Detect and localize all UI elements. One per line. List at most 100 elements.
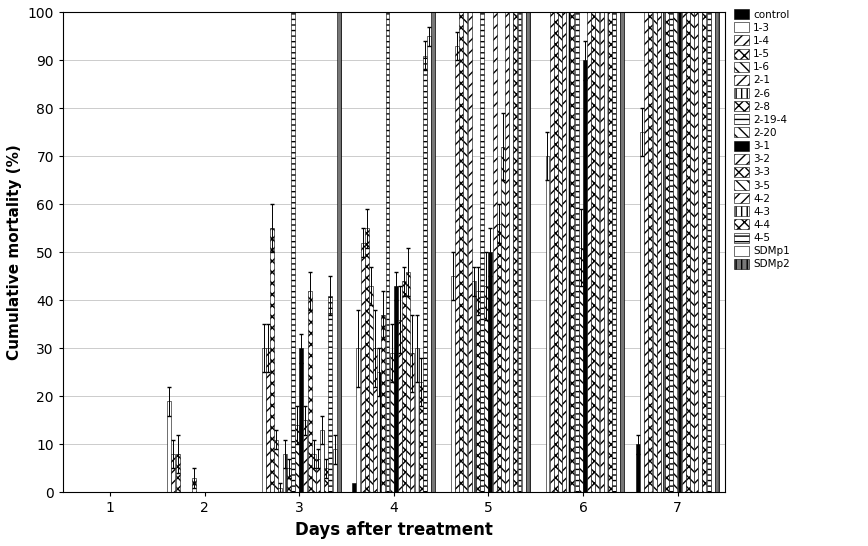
Bar [604, 13, 608, 492]
Bar [381, 315, 385, 492]
Bar [715, 13, 719, 492]
Y-axis label: Cumulative mortality (%): Cumulative mortality (%) [7, 145, 22, 360]
Bar [484, 286, 488, 492]
Bar [394, 286, 398, 492]
Bar [621, 13, 624, 492]
Bar [415, 348, 418, 492]
Bar [369, 286, 373, 492]
Bar [299, 348, 303, 492]
Bar [451, 276, 455, 492]
Bar [398, 319, 402, 492]
Bar [595, 13, 600, 492]
Bar [522, 13, 526, 492]
Bar [365, 228, 369, 492]
Bar [427, 37, 431, 492]
Bar [648, 13, 653, 492]
Bar [283, 454, 286, 492]
Bar [505, 13, 509, 492]
Bar [373, 348, 377, 492]
Bar [431, 13, 435, 492]
Bar [616, 13, 621, 492]
Bar [332, 449, 337, 492]
Bar [575, 13, 579, 492]
Bar [390, 353, 394, 492]
Bar [418, 382, 423, 492]
Bar [669, 13, 674, 492]
Bar [352, 483, 356, 492]
Bar [172, 454, 175, 492]
Bar [526, 13, 529, 492]
Bar [612, 13, 616, 492]
Bar [549, 13, 554, 492]
Bar [510, 13, 513, 492]
Bar [471, 281, 476, 492]
Bar [411, 353, 414, 492]
Bar [570, 13, 575, 492]
Bar [558, 13, 562, 492]
Bar [681, 13, 686, 492]
Bar [674, 13, 677, 492]
Bar [480, 13, 484, 492]
Bar [360, 243, 365, 492]
Bar [378, 372, 381, 492]
Bar [513, 13, 517, 492]
Bar [562, 13, 566, 492]
Bar [554, 13, 558, 492]
Bar [270, 228, 274, 492]
Bar [274, 440, 279, 492]
Bar [587, 13, 591, 492]
Bar [312, 454, 316, 492]
Bar [657, 13, 661, 492]
Bar [665, 13, 669, 492]
Bar [579, 248, 582, 492]
Bar [492, 13, 496, 492]
Bar [566, 13, 570, 492]
Bar [316, 459, 320, 492]
Bar [328, 296, 332, 492]
Bar [711, 13, 714, 492]
Bar [279, 488, 282, 492]
Bar [644, 13, 648, 492]
Bar [423, 56, 427, 492]
Bar [583, 61, 587, 492]
Bar [653, 13, 656, 492]
Bar [476, 291, 480, 492]
Bar [357, 348, 360, 492]
Bar [690, 13, 694, 492]
Bar [608, 13, 612, 492]
Bar [385, 13, 390, 492]
Bar [402, 281, 406, 492]
Bar [192, 478, 196, 492]
Bar [496, 224, 501, 492]
Legend: control, 1-3, 1-4, 1-5, 1-6, 2-1, 2-6, 2-8, 2-19-4, 2-20, 3-1, 3-2, 3-3, 3-5, 4-: control, 1-3, 1-4, 1-5, 1-6, 2-1, 2-6, 2… [733, 8, 791, 270]
Bar [636, 444, 640, 492]
Bar [661, 13, 665, 492]
Bar [406, 272, 411, 492]
Bar [304, 420, 307, 492]
Bar [464, 13, 467, 492]
Bar [455, 46, 459, 492]
Bar [262, 348, 266, 492]
Bar [600, 13, 603, 492]
Bar [295, 425, 299, 492]
Bar [489, 252, 492, 492]
Bar [175, 454, 180, 492]
Bar [640, 133, 644, 492]
Bar [678, 13, 681, 492]
Bar [337, 13, 341, 492]
Bar [286, 468, 291, 492]
Bar [307, 291, 312, 492]
Bar [468, 13, 471, 492]
Bar [707, 13, 711, 492]
Bar [266, 348, 270, 492]
Bar [168, 401, 171, 492]
Bar [591, 13, 595, 492]
Bar [686, 13, 690, 492]
Bar [702, 13, 707, 492]
Bar [698, 13, 702, 492]
Bar [291, 13, 295, 492]
Bar [545, 157, 549, 492]
Bar [320, 430, 324, 492]
Bar [517, 13, 522, 492]
Bar [694, 13, 698, 492]
